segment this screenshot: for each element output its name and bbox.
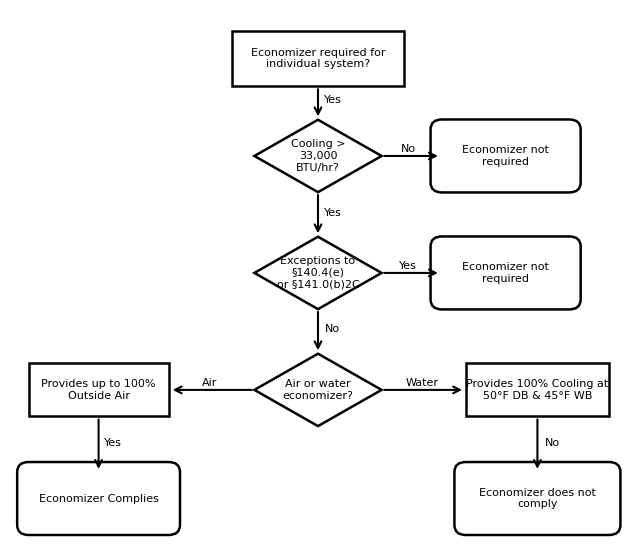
FancyBboxPatch shape: [466, 363, 609, 416]
FancyBboxPatch shape: [29, 363, 169, 416]
Polygon shape: [254, 237, 382, 309]
Polygon shape: [254, 120, 382, 192]
Text: Economizer Complies: Economizer Complies: [39, 494, 158, 504]
Text: No: No: [401, 144, 416, 154]
Text: Air: Air: [202, 378, 218, 388]
Text: Yes: Yes: [399, 261, 417, 271]
Text: No: No: [325, 324, 340, 334]
FancyBboxPatch shape: [431, 119, 581, 193]
FancyBboxPatch shape: [454, 462, 621, 535]
Polygon shape: [254, 354, 382, 426]
Text: Economizer not
required: Economizer not required: [462, 262, 549, 284]
FancyBboxPatch shape: [17, 462, 180, 535]
Text: Economizer not
required: Economizer not required: [462, 145, 549, 167]
Text: Provides 100% Cooling at
50°F DB & 45°F WB: Provides 100% Cooling at 50°F DB & 45°F …: [466, 379, 609, 400]
Text: Provides up to 100%
Outside Air: Provides up to 100% Outside Air: [41, 379, 156, 400]
Text: Water: Water: [405, 378, 438, 388]
Text: Exceptions to
§140.4(e)
or §141.0(b)2C: Exceptions to §140.4(e) or §141.0(b)2C: [277, 256, 359, 290]
Text: Economizer required for
individual system?: Economizer required for individual syste…: [251, 48, 385, 69]
Text: Cooling >
33,000
BTU/hr?: Cooling > 33,000 BTU/hr?: [291, 139, 345, 173]
Text: Yes: Yes: [104, 438, 122, 448]
FancyBboxPatch shape: [431, 236, 581, 310]
FancyBboxPatch shape: [232, 31, 404, 86]
Text: Yes: Yes: [324, 95, 342, 105]
Text: Economizer does not
comply: Economizer does not comply: [479, 488, 596, 509]
Text: No: No: [544, 438, 560, 448]
Text: Yes: Yes: [324, 208, 342, 218]
Text: Air or water
economizer?: Air or water economizer?: [282, 379, 354, 400]
